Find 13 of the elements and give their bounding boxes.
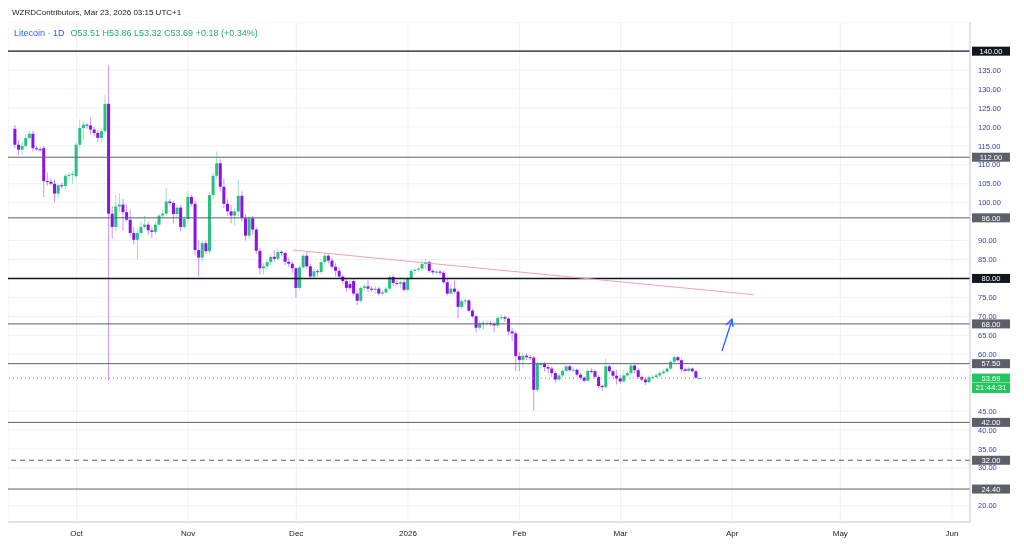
x-tick-label: Nov bbox=[181, 528, 196, 538]
x-tick-label: Apr bbox=[725, 528, 739, 538]
text: 21:44:31 bbox=[972, 382, 1010, 393]
x-tick-label: Mar bbox=[613, 528, 628, 538]
x-tick-label: Dec bbox=[289, 528, 304, 538]
x-tick-label: 2026 bbox=[399, 528, 418, 538]
x-tick-label: Feb bbox=[512, 528, 528, 538]
text: O53.51 H53.86 L53.32 C53.69 +0.18 (+0.34%) bbox=[70, 28, 258, 38]
text: Litecoin · 1D bbox=[14, 28, 65, 38]
x-tick-label: Jun bbox=[945, 528, 959, 538]
text: WZRDContributors, Mar 23, 2026 03:15 UTC+1 bbox=[12, 8, 182, 17]
x-tick-label: May bbox=[832, 528, 848, 538]
x-tick-label: Oct bbox=[70, 528, 84, 538]
